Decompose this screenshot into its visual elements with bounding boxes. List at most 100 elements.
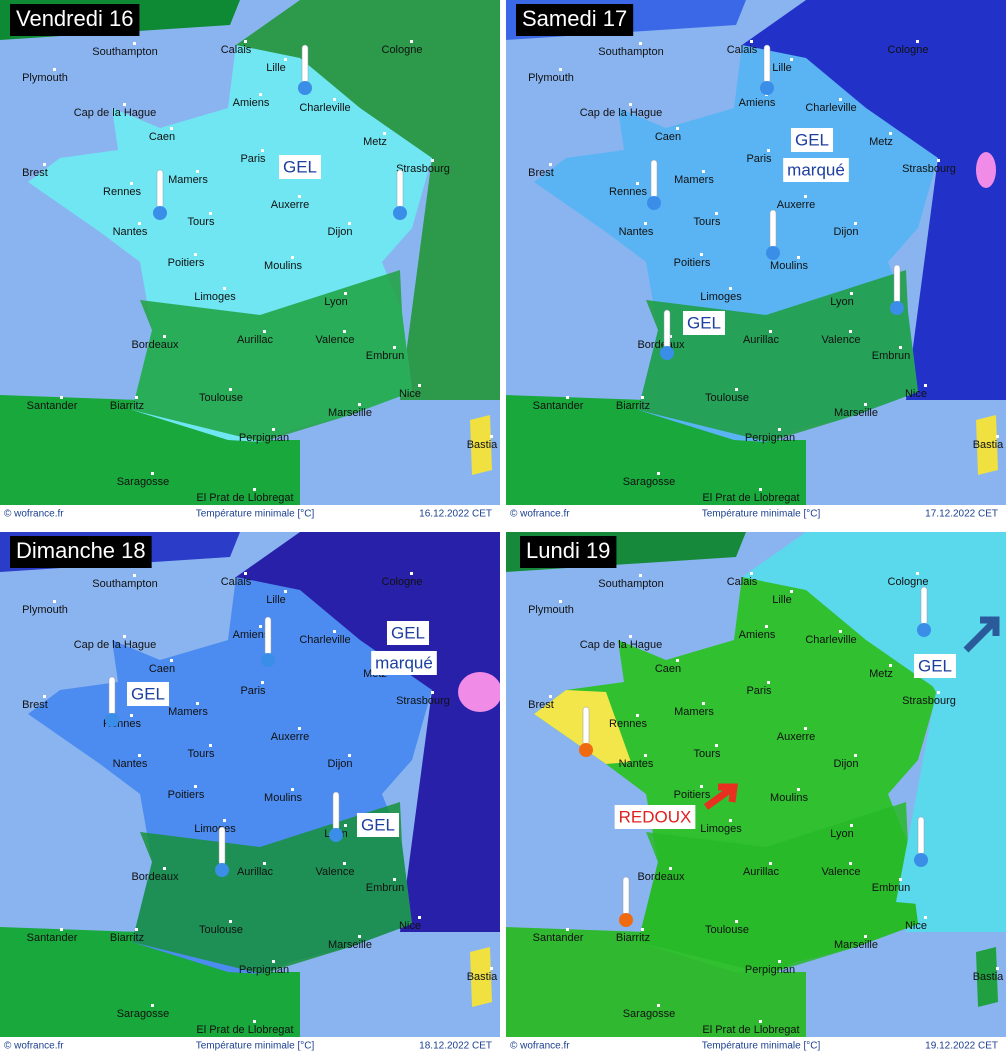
east-zone — [866, 532, 1006, 912]
thermometer — [582, 706, 590, 746]
title-box — [10, 4, 140, 36]
city-dot — [151, 472, 154, 475]
city-label: Saragosse — [117, 476, 170, 488]
city-dot — [735, 388, 738, 391]
city-dot — [864, 403, 867, 406]
continent-land — [742, 0, 1006, 400]
city-dot — [163, 335, 166, 338]
city-label: Embrun — [872, 882, 911, 894]
thermometer — [396, 169, 404, 209]
thermometer-bulb — [579, 743, 593, 757]
city-label: Caen — [149, 663, 175, 675]
thermometer-bulb — [153, 206, 167, 220]
city-label: Bastia — [973, 971, 1004, 983]
city-label: Moulins — [264, 792, 302, 804]
city-dot — [53, 600, 56, 603]
city-dot — [410, 572, 413, 575]
footer-caption: Température minimale [°C] — [196, 509, 315, 520]
city-label: Lyon — [830, 828, 853, 840]
city-dot — [644, 754, 647, 757]
city-dot — [641, 396, 644, 399]
city-dot — [549, 163, 552, 166]
footer-bar — [0, 1037, 500, 1054]
thermometer — [156, 169, 164, 209]
city-label: Calais — [221, 576, 252, 588]
footer-bar — [0, 505, 500, 522]
thermometer-bulb — [766, 246, 780, 260]
annotation: GEL — [278, 155, 322, 179]
city-dot — [291, 788, 294, 791]
city-label: Caen — [655, 131, 681, 143]
panel-title: Lundi 19 — [526, 538, 610, 563]
city-label: Lille — [266, 62, 286, 74]
thermometer — [920, 586, 928, 626]
city-label: Auxerre — [271, 199, 310, 211]
city-dot — [163, 867, 166, 870]
city-dot — [272, 428, 275, 431]
city-label: Cologne — [888, 44, 929, 56]
city-dot — [135, 396, 138, 399]
city-label: Charleville — [299, 634, 350, 646]
city-dot — [566, 928, 569, 931]
city-dot — [778, 428, 781, 431]
city-dot — [676, 127, 679, 130]
city-label: Embrun — [366, 882, 405, 894]
footer-source: © wofrance.fr — [510, 509, 570, 520]
city-label: Aurillac — [743, 334, 780, 346]
annotation-label: GEL — [131, 684, 165, 703]
city-label: Perpignan — [745, 964, 795, 976]
city-label: Valence — [822, 334, 861, 346]
city-dot — [123, 635, 126, 638]
city-label: Mamers — [168, 706, 208, 718]
city-label: Strasbourg — [396, 695, 450, 707]
city-label: Toulouse — [199, 924, 243, 936]
city-label: Perpignan — [745, 432, 795, 444]
thermometer — [893, 264, 901, 304]
city-dot — [344, 824, 347, 827]
city-label: Mamers — [674, 174, 714, 186]
annotation: GEL — [356, 813, 400, 837]
city-dot — [130, 182, 133, 185]
city-label: Embrun — [872, 350, 911, 362]
city-label: Nantes — [113, 758, 148, 770]
city-dot — [702, 170, 705, 173]
city-dot — [418, 916, 421, 919]
footer-caption: Température minimale [°C] — [196, 1041, 315, 1052]
city-dot — [889, 664, 892, 667]
city-label: Calais — [221, 44, 252, 56]
city-dot — [715, 212, 718, 215]
city-dot — [639, 574, 642, 577]
city-label: Nantes — [619, 758, 654, 770]
city-label: Calais — [727, 44, 758, 56]
thermometer — [650, 159, 658, 199]
city-label: Rennes — [609, 718, 647, 730]
city-label: Marseille — [328, 407, 372, 419]
city-label: Paris — [240, 153, 266, 165]
city-label: Limoges — [700, 823, 742, 835]
city-dot — [924, 384, 927, 387]
city-dot — [566, 396, 569, 399]
city-dot — [937, 159, 940, 162]
city-dot — [996, 967, 999, 970]
cold-core — [458, 672, 500, 712]
thermometer — [332, 791, 340, 831]
city-label: Lille — [266, 594, 286, 606]
city-label: Biarritz — [110, 400, 144, 412]
city-label: Mamers — [674, 706, 714, 718]
footer-source: © wofrance.fr — [4, 1041, 64, 1052]
thermometer-bulb — [393, 206, 407, 220]
city-label: Nice — [399, 388, 421, 400]
city-dot — [996, 435, 999, 438]
city-dot — [849, 330, 852, 333]
city-label: Rennes — [103, 186, 141, 198]
map-panel: Southampton Plymouth Calais Cologne Lille Ami… — [506, 532, 1006, 1054]
city-label: Moulins — [264, 260, 302, 272]
city-label: Plymouth — [528, 72, 574, 84]
city-dot — [669, 867, 672, 870]
city-label: Charleville — [299, 102, 350, 114]
city-label: Dijon — [833, 758, 858, 770]
city-label: Valence — [316, 334, 355, 346]
title-box — [520, 536, 617, 568]
corsica — [976, 415, 998, 475]
footer-date: 19.12.2022 CET — [925, 1041, 998, 1052]
